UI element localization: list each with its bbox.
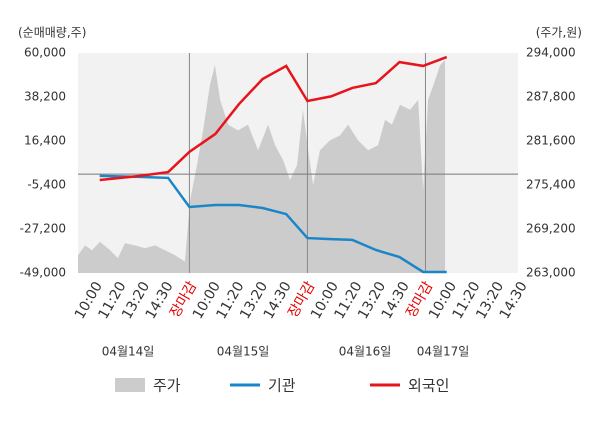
y-tick-label: 60,000 (24, 46, 66, 60)
y-tick-label: -49,000 (20, 266, 66, 280)
series-line (99, 55, 448, 182)
date-label: 04월16일 (339, 345, 392, 359)
series-line (99, 174, 447, 274)
y2-tick-label: 281,600 (526, 134, 576, 148)
y2-axis-label: (주가,원) (536, 26, 582, 40)
y2-tick-label: 287,800 (526, 90, 576, 104)
y2-tick-label: 294,000 (526, 46, 576, 60)
y2-tick-label: 275,400 (526, 178, 576, 192)
y-tick-label: -5,400 (27, 178, 66, 192)
y-tick-label: 38,200 (24, 90, 66, 104)
legend-label: 주가 (153, 377, 181, 395)
y2-tick-label: 263,000 (526, 266, 576, 280)
legend-label: 외국인 (408, 377, 449, 395)
date-label: 04월14일 (102, 345, 155, 359)
y-tick-label: 16,400 (24, 134, 66, 148)
legend-label: 기관 (268, 377, 296, 395)
y-tick-label: -27,200 (20, 222, 66, 236)
legend-swatch (115, 378, 145, 392)
date-label: 04월15일 (217, 345, 270, 359)
price-area (78, 60, 446, 274)
y-axis-label: (순매매량,주) (18, 26, 86, 40)
date-label: 04월17일 (417, 345, 470, 359)
y2-tick-label: 269,200 (526, 222, 576, 236)
